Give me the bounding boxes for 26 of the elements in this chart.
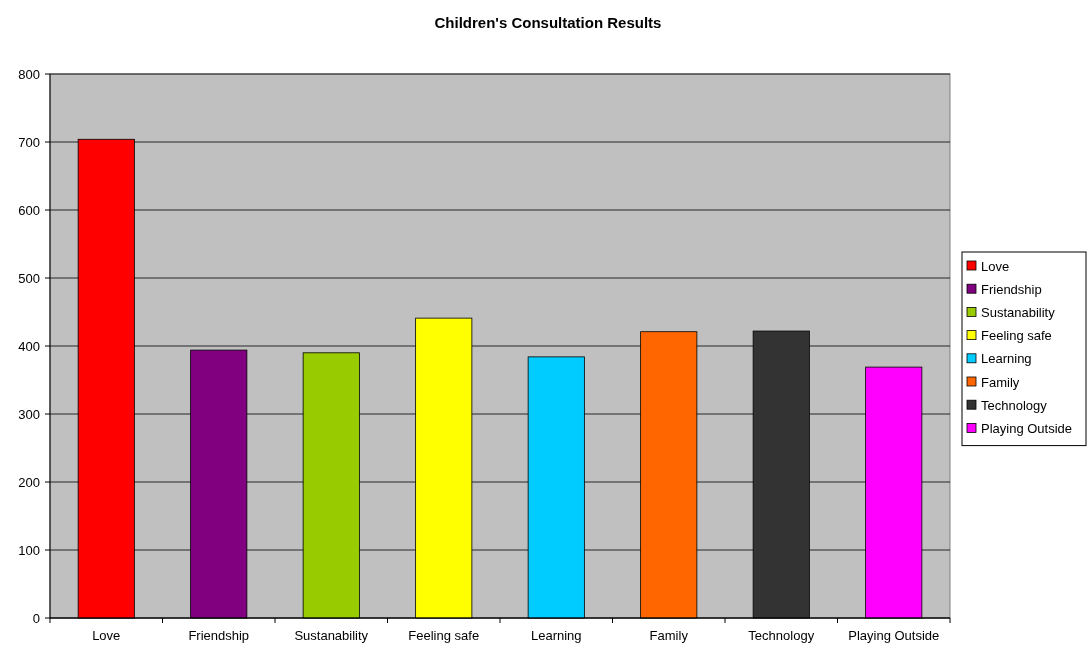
y-tick-label: 0: [32, 610, 40, 626]
x-tick-label: Sustanability: [294, 628, 369, 643]
y-tick-label: 100: [18, 542, 40, 558]
legend-label: Technology: [981, 397, 1048, 413]
y-tick-label: 800: [18, 66, 40, 82]
chart-title: Children's Consultation Results: [434, 14, 662, 31]
y-tick-label: 200: [18, 474, 40, 490]
legend-label: Friendship: [981, 281, 1042, 297]
x-tick-label: Feeling safe: [408, 628, 480, 643]
legend-label: Feeling safe: [981, 328, 1052, 344]
x-tick-label: Love: [92, 628, 121, 643]
legend-label: Playing Outside: [981, 420, 1073, 436]
legend-label: Learning: [981, 351, 1032, 367]
x-tick-label: Learning: [530, 628, 582, 643]
x-tick-label: Family: [649, 628, 689, 643]
y-tick-label: 300: [18, 406, 40, 422]
legend-label: Family: [981, 374, 1020, 390]
y-tick-label: 500: [18, 270, 40, 286]
y-tick-label: 700: [18, 134, 40, 150]
y-tick-label: 600: [18, 202, 40, 218]
x-tick-label: Playing Outside: [848, 628, 940, 643]
legend-label: Sustanability: [981, 304, 1056, 320]
y-tick-label: 400: [18, 338, 40, 354]
legend-label: Love: [981, 258, 1010, 274]
x-tick-label: Friendship: [188, 628, 250, 643]
x-tick-label: Technology: [748, 628, 815, 643]
